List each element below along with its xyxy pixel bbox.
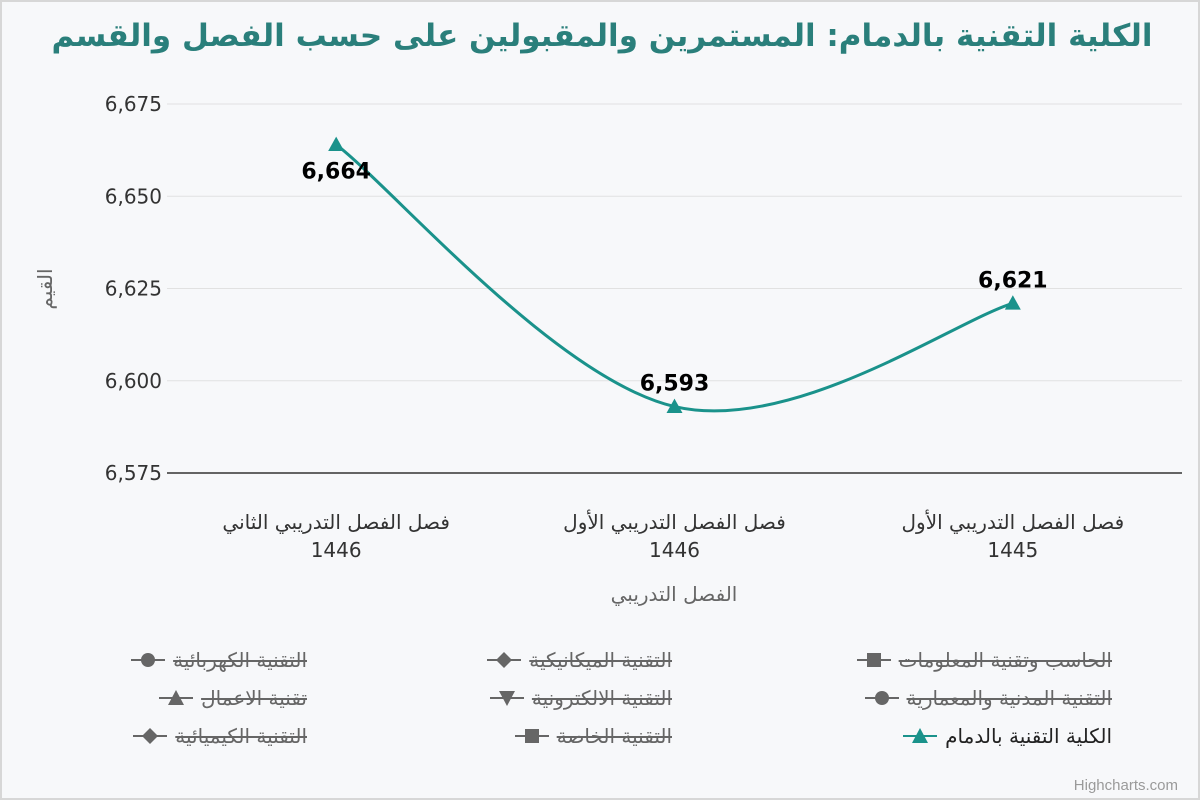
x-axis-title: الفصل التدريبي [611, 582, 738, 607]
triangle-marker-icon [903, 726, 938, 746]
x-tick-label: فصل الفصل التدريبي الثاني 1446 [222, 510, 450, 562]
circle-marker-icon [131, 650, 166, 670]
legend-item[interactable]: تقنية الاعمال [159, 686, 307, 710]
data-label: 6,593 [640, 372, 710, 397]
legend-item-label: التقنية الخاصة [556, 724, 672, 748]
triangle-down-marker-icon [489, 688, 524, 708]
legend-item[interactable]: التقنية الكيميائية [133, 724, 307, 748]
data-point-marker[interactable] [328, 136, 345, 151]
legend-item[interactable]: التقنية الكهربائية [131, 648, 307, 672]
legend-item[interactable]: الحاسب وتقنية المعلومات [856, 648, 1112, 672]
legend-item[interactable]: الكلية التقنية بالدمام [903, 724, 1112, 748]
credits-link[interactable]: Highcharts.com [1073, 777, 1178, 794]
x-tick-label: فصل الفصل التدريبي الأول 1445 [902, 510, 1125, 562]
legend-item-label: التقنية المدنية والمعمارية [906, 686, 1112, 710]
data-point-marker[interactable] [666, 398, 683, 413]
x-tick-label: فصل الفصل التدريبي الأول 1446 [563, 510, 786, 562]
data-label: 6,621 [978, 268, 1048, 293]
square-marker-icon [514, 726, 549, 746]
legend-item[interactable]: التقنية الالكترونية [489, 686, 672, 710]
legend-item-label: الكلية التقنية بالدمام [945, 724, 1112, 748]
legend-item-label: التقنية الكهربائية [173, 648, 307, 672]
legend-item-label: تقنية الاعمال [201, 686, 307, 710]
diamond-marker-icon [133, 726, 168, 746]
legend-item[interactable]: التقنية الميكانيكية [487, 648, 672, 672]
chart-plot: 6,575 6,600 6,625 6,650 6,675 فصل الفصل التد… [33, 92, 1182, 607]
legend-item-label: التقنية الالكترونية [531, 686, 672, 710]
legend-item-label: الحاسب وتقنية المعلومات [898, 648, 1112, 672]
y-tick-label: 6,575 [105, 461, 162, 485]
circle-marker-icon [864, 688, 899, 708]
square-marker-icon [856, 650, 891, 670]
legend-item-label: التقنية الكيميائية [175, 724, 307, 748]
triangle-marker-icon [159, 688, 194, 708]
legend-item[interactable]: التقنية الخاصة [514, 724, 672, 748]
y-tick-label: 6,675 [105, 92, 162, 116]
diamond-marker-icon [487, 650, 522, 670]
y-tick-label: 6,650 [105, 184, 162, 208]
y-tick-label: 6,625 [105, 277, 162, 301]
y-tick-label: 6,600 [105, 369, 162, 393]
y-axis-title: القيم [33, 268, 57, 309]
data-label: 6,664 [301, 160, 371, 185]
legend-item-label: التقنية الميكانيكية [529, 648, 672, 672]
chart-title: الكلية التقنية بالدمام: المستمرين والمقب… [51, 18, 1153, 54]
legend-item[interactable]: التقنية المدنية والمعمارية [864, 686, 1112, 710]
data-point-marker[interactable] [1004, 295, 1021, 310]
